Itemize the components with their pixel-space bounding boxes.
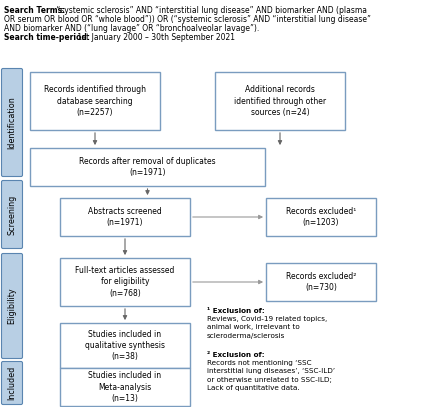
FancyBboxPatch shape — [60, 323, 190, 368]
Text: Identification: Identification — [7, 96, 17, 149]
Text: Abstracts screened
(n=1971): Abstracts screened (n=1971) — [88, 207, 162, 227]
Text: Search Terms:: Search Terms: — [4, 6, 65, 15]
FancyBboxPatch shape — [1, 180, 22, 249]
Text: OR serum OR blood OR “whole blood”)) OR (“systemic sclerosis” AND “interstitial : OR serum OR blood OR “whole blood”)) OR … — [4, 15, 371, 24]
Text: Reviews, Covid-19 related topics,
animal work, irrelevant to
scleroderma/scleros: Reviews, Covid-19 related topics, animal… — [207, 308, 327, 339]
Text: Screening: Screening — [7, 195, 17, 234]
FancyBboxPatch shape — [266, 263, 376, 301]
Text: Eligibility: Eligibility — [7, 288, 17, 324]
Text: Records excluded²
(n=730): Records excluded² (n=730) — [286, 272, 356, 292]
Text: 1st January 2000 – 30th September 2021: 1st January 2000 – 30th September 2021 — [75, 33, 235, 42]
FancyBboxPatch shape — [215, 72, 345, 130]
Text: Records excluded¹
(n=1203): Records excluded¹ (n=1203) — [286, 207, 356, 227]
Text: Additional records
identified through other
sources (n=24): Additional records identified through ot… — [234, 85, 326, 117]
FancyBboxPatch shape — [1, 68, 22, 177]
FancyBboxPatch shape — [60, 258, 190, 306]
Text: Records not mentioning ‘SSC
interstitial lung diseases’, ‘SSC-ILD’
or otherwise : Records not mentioning ‘SSC interstitial… — [207, 352, 335, 391]
Text: Studies included in
qualitative synthesis
(n=38): Studies included in qualitative synthesi… — [85, 330, 165, 361]
Text: Search time-period:: Search time-period: — [4, 33, 90, 42]
Text: Records after removal of duplicates
(n=1971): Records after removal of duplicates (n=1… — [79, 157, 216, 177]
FancyBboxPatch shape — [60, 368, 190, 406]
Text: “systemic sclerosis” AND “interstitial lung disease” AND biomarker AND (plasma: “systemic sclerosis” AND “interstitial l… — [54, 6, 367, 15]
Text: AND biomarker AND (“lung lavage” OR “bronchoalveolar lavage”).: AND biomarker AND (“lung lavage” OR “bro… — [4, 24, 259, 33]
Text: ¹ Exclusion of:: ¹ Exclusion of: — [207, 308, 265, 314]
Text: ² Exclusion of:: ² Exclusion of: — [207, 352, 264, 358]
FancyBboxPatch shape — [1, 254, 22, 359]
FancyBboxPatch shape — [266, 198, 376, 236]
FancyBboxPatch shape — [30, 72, 160, 130]
FancyBboxPatch shape — [60, 198, 190, 236]
Text: Full-text articles assessed
for eligibility
(n=768): Full-text articles assessed for eligibil… — [75, 266, 175, 298]
Text: Included: Included — [7, 366, 17, 400]
Text: Records identified through
database searching
(n=2257): Records identified through database sear… — [44, 85, 146, 117]
Text: Studies included in
Meta-analysis
(n=13): Studies included in Meta-analysis (n=13) — [88, 371, 161, 403]
FancyBboxPatch shape — [30, 148, 265, 186]
FancyBboxPatch shape — [1, 361, 22, 405]
